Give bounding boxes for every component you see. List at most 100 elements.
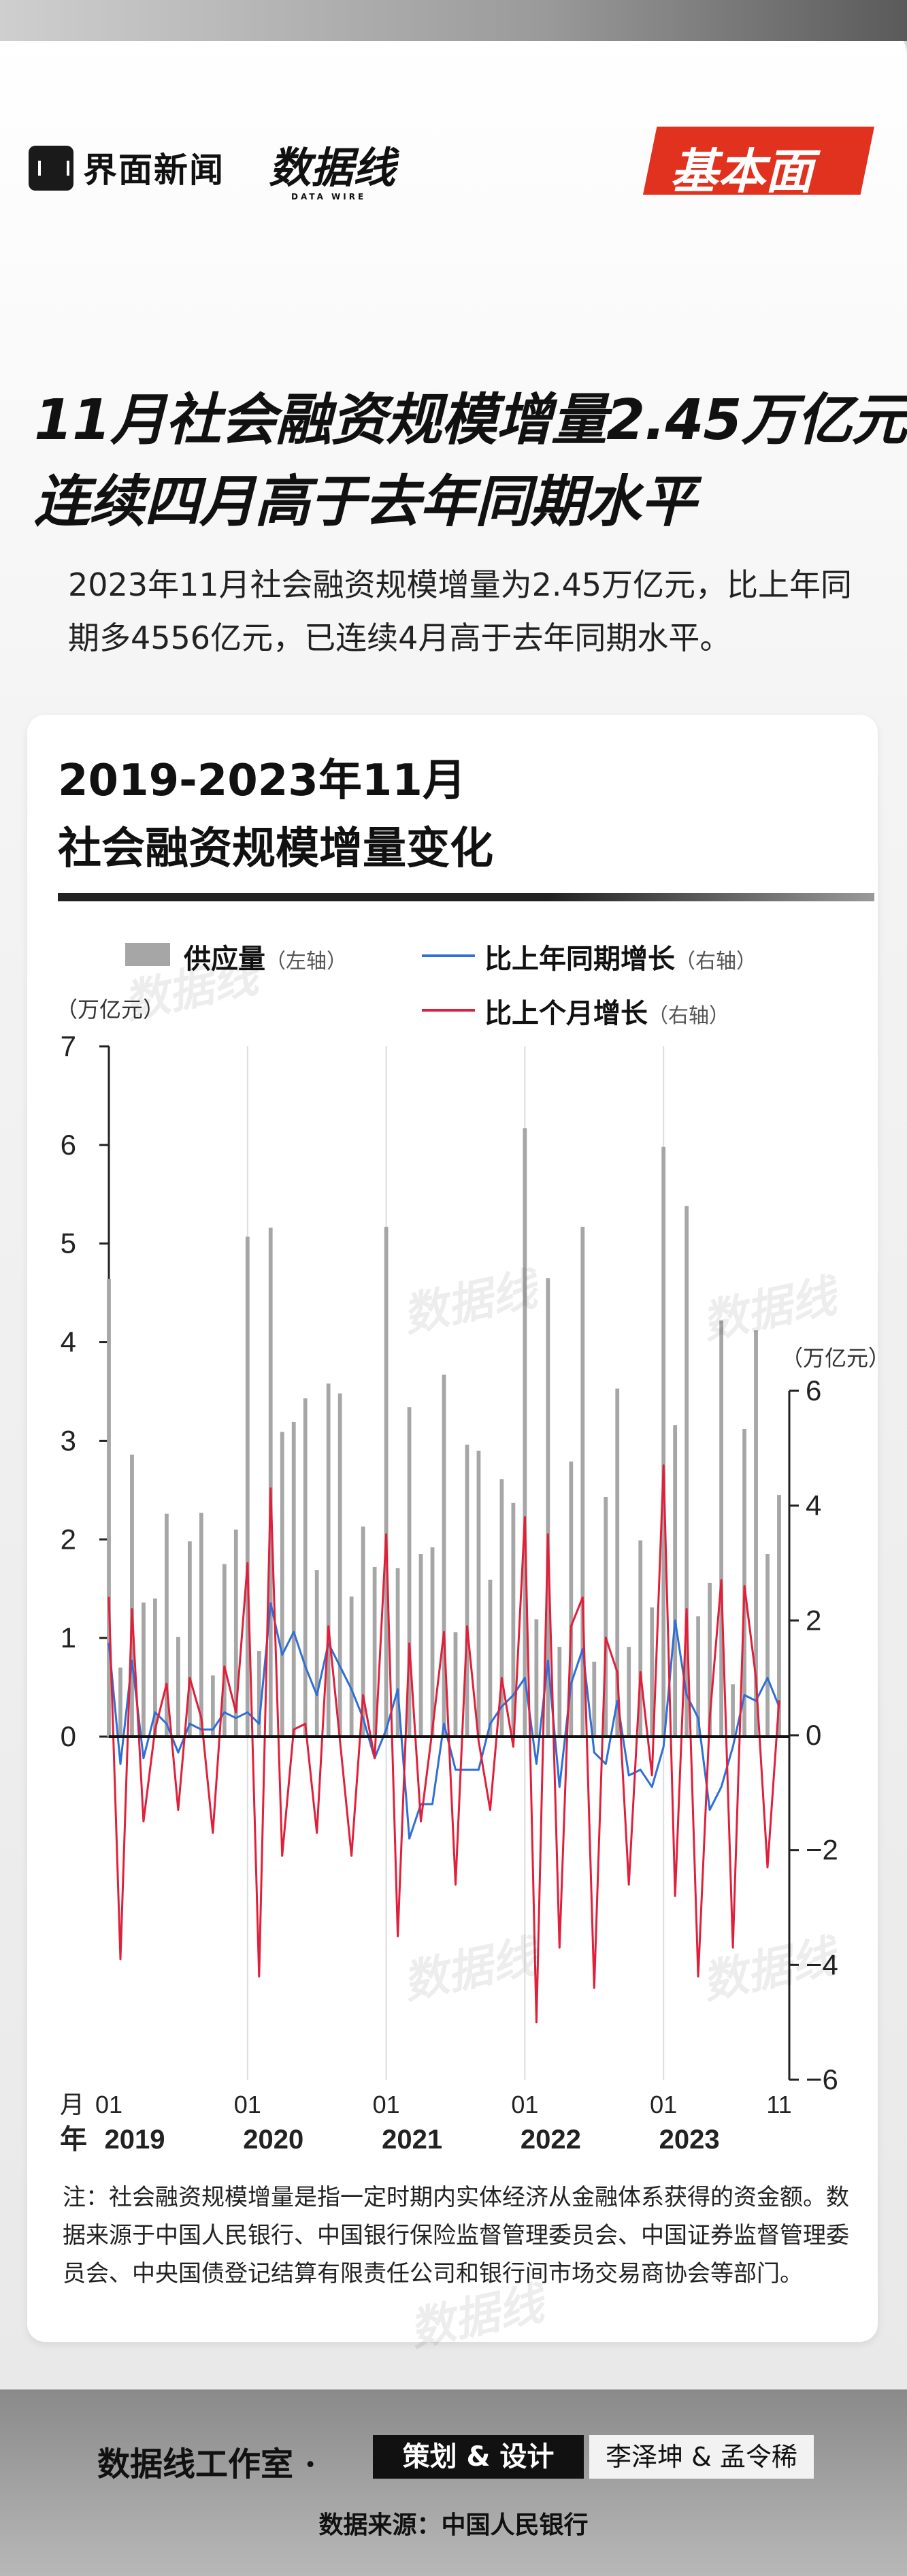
media-logo-text: 界面新闻 [83,150,225,190]
yoy-point [350,1688,352,1690]
yoy-point [154,1711,156,1713]
mom-point [743,1585,746,1587]
supply-bar [349,1596,354,1737]
yoy-point [512,1694,514,1696]
column-badge-background [643,127,874,195]
yoy-point [165,1722,168,1725]
supply-bar [291,1421,296,1737]
supply-bar [303,1398,308,1737]
supply-bar [418,1554,423,1737]
yoy-point [524,1677,526,1679]
yoy-point [582,1648,584,1650]
left-axis-tick-label: 3 [61,1424,76,1456]
mom-point [258,1976,260,1978]
mom-point [397,1935,399,1937]
mom-point [304,1722,306,1725]
left-axis-tick-label: 1 [61,1622,76,1654]
supply-bar [685,1206,689,1737]
supply-bar [661,1146,666,1737]
year-tick-label: 2020 [243,2125,303,2155]
title-rule [58,893,874,901]
chart-card [27,715,878,2342]
mom-point [512,1745,514,1748]
mom-point [119,1958,122,1961]
mom-point [535,2021,538,2023]
mom-point [142,1820,145,1822]
mom-point [374,1757,376,1759]
yoy-point [720,1786,723,1788]
month-axis-label: 月 [60,2091,84,2119]
year-tick-label: 2021 [382,2125,442,2155]
yoy-point [293,1631,295,1633]
mom-point [188,1677,191,1679]
legend-bars-label: 供应量 [184,944,265,975]
mom-point [685,1608,688,1610]
supply-bar [268,1227,273,1737]
top-band [0,0,907,41]
footer [0,2389,907,2576]
yoy-point [188,1722,191,1725]
supply-bar [615,1388,620,1737]
yoy-point [246,1711,248,1713]
supply-bar [511,1502,516,1737]
column-badge: 基本面 [643,127,895,199]
mom-point [362,1694,364,1696]
legend-mom: 比上个月增长（右轴） [484,991,729,1031]
supply-bar [361,1526,365,1737]
mom-point [650,1774,653,1777]
right-axis-tick-label: 6 [806,1374,821,1406]
year-axis-label: 年 [60,2125,87,2155]
month-tick-label: 11 [766,2091,791,2119]
mom-point [640,1671,642,1673]
yoy-point [766,1677,769,1679]
left-axis-tick-label: 6 [61,1129,76,1161]
datawire-logo-en: DATA WIRE [291,192,367,202]
supply-bar [442,1374,446,1737]
mom-point [605,1637,607,1639]
legend-yoy: 比上年同期增长（右轴） [484,937,757,976]
year-tick-label: 2023 [659,2125,720,2155]
mom-point [177,1809,180,1811]
year-tick-label: 2022 [521,2125,581,2155]
headline-line-1: 11月社会融资规模增量2.45万亿元 [34,388,907,453]
yoy-point [223,1711,226,1713]
month-tick-label: 01 [511,2091,538,2119]
supply-bar [765,1554,770,1737]
yoy-point [559,1786,561,1788]
mom-point [628,1884,630,1886]
supply-bar [453,1632,458,1737]
supply-bar [372,1566,377,1737]
footer-names: 李泽坤 & 孟令稀 [589,2435,814,2479]
mom-point [778,1700,780,1702]
supply-bar [777,1495,781,1737]
supply-bar [384,1227,389,1737]
mom-point [547,1533,549,1536]
right-axis-tick-label: −2 [806,1834,838,1866]
mom-point [524,1516,526,1518]
mom-point [697,1976,699,1978]
mom-point [431,1728,433,1730]
yoy-point [489,1722,491,1725]
mom-point [720,1579,723,1581]
month-tick-label: 01 [650,2091,677,2119]
supply-bar [604,1496,608,1737]
yoy-point [119,1762,122,1765]
footer-role: 策划 & 设计 [373,2435,584,2479]
yoy-point [362,1717,364,1719]
yoy-point [466,1769,468,1771]
yoy-point [708,1809,711,1811]
mom-point [593,1986,595,1989]
supply-bar [430,1547,435,1737]
supply-bar [257,1650,261,1737]
column-badge-label: 基本面 [670,144,813,199]
supply-bar [546,1278,550,1737]
right-axis-unit: （万亿元） [781,1345,891,1371]
mom-point [616,1671,619,1673]
yoy-point [593,1752,595,1754]
yoy-point [547,1660,549,1662]
supply-bar [696,1616,701,1737]
supply-bar [569,1461,574,1737]
supply-bar [118,1667,122,1737]
